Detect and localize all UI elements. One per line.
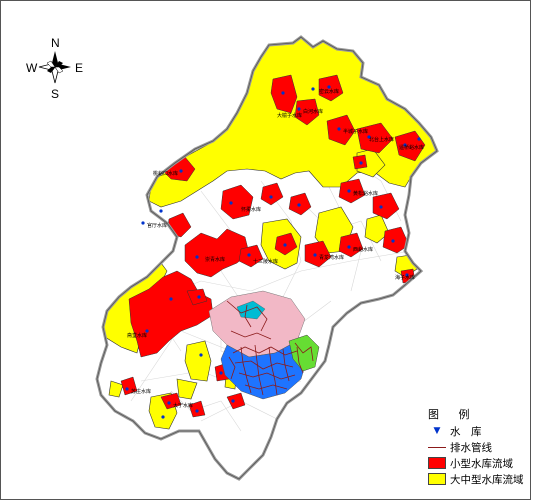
reservoir-label: 海子水库 [395, 274, 415, 281]
large-basin-swatch [428, 473, 446, 485]
reservoir-label: 官厅水库 [147, 222, 167, 229]
reservoir-label: 北台上水库 [369, 136, 394, 143]
legend-item-pipe: 排水管线 [428, 440, 492, 454]
compass-south: S [51, 87, 59, 101]
legend-label: 小型水库流域 [450, 457, 513, 470]
reservoir-label: 青龙湾水库 [319, 254, 344, 261]
legend-title: 图 例 [428, 408, 478, 421]
reservoir-label: 西峪水库 [353, 246, 373, 253]
legend-label: 大中型水库流域 [450, 473, 524, 486]
compass-west: W [26, 61, 38, 75]
reservoir-label: 密云水库 [319, 88, 339, 95]
reservoir-label: 斋堂水库 [127, 332, 147, 339]
pipe-line-icon [428, 441, 446, 453]
reservoir-label: 桃峪口水库 [153, 170, 178, 177]
reservoir-label: 半城子水库 [343, 128, 368, 135]
reservoir-label: 大宁水库 [173, 402, 193, 409]
reservoir-label: 遥桥峪水库 [399, 144, 424, 151]
reservoir-label-group: 密云水库 白河水库 大榆子水库 怀柔水库 官厅水库 十三陵水库 崇青水库 斋堂水… [127, 88, 424, 409]
north-arrow-icon: N S E W [26, 36, 83, 101]
compass-east: E [75, 61, 83, 75]
legend-item-small-basin: 小型水库流域 [428, 456, 513, 470]
legend-item-large-basin: 大中型水库流域 [428, 472, 524, 486]
compass-north: N [51, 36, 60, 50]
reservoir-label: 苏庄水库 [131, 388, 151, 395]
legend-item-reservoir: ▼ 水 库 [428, 424, 482, 438]
reservoir-markers [125, 85, 421, 419]
legend-label: 排水管线 [450, 441, 492, 454]
urban-drainage-area [208, 290, 320, 400]
small-basin-swatch [428, 457, 446, 469]
reservoir-label: 大榆子水库 [277, 112, 302, 119]
reservoir-label: 怀柔水库 [241, 206, 261, 213]
small-reservoir-basins [120, 74, 426, 418]
reservoir-icon: ▼ [433, 426, 441, 436]
reservoir-label: 黄松峪水库 [353, 190, 378, 197]
reservoir-label: 崇青水库 [205, 256, 225, 263]
drainage-pipes [226, 300, 314, 396]
reservoir-label: 十三陵水库 [253, 258, 278, 265]
reservoir-label: 白河水库 [303, 108, 323, 115]
legend-label: 水 库 [450, 425, 482, 438]
